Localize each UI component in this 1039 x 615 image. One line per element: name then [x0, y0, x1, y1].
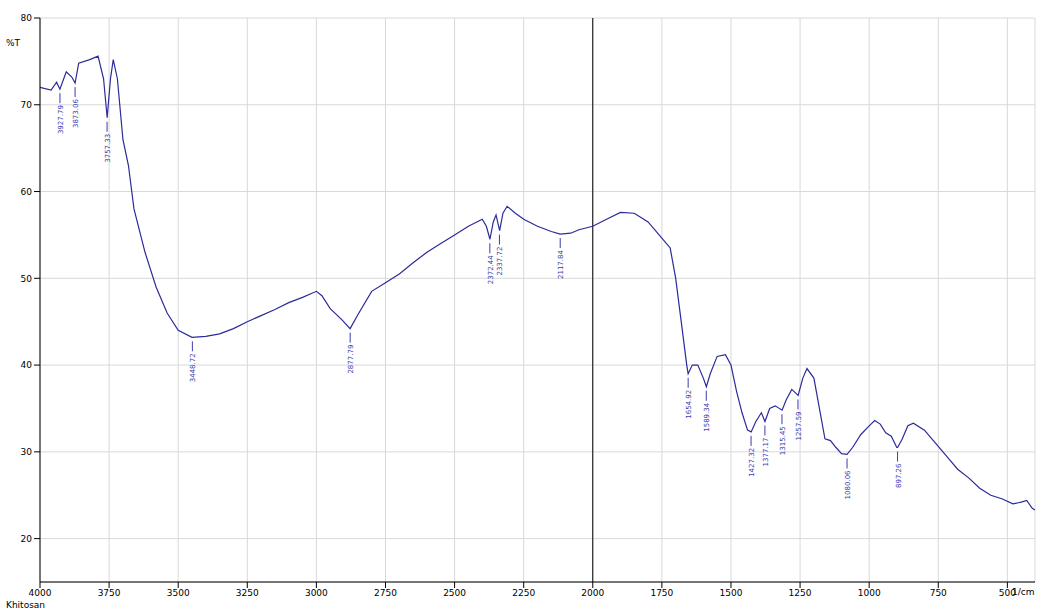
svg-text:40: 40: [21, 360, 33, 370]
svg-text:1750: 1750: [650, 588, 673, 598]
svg-text:2877.79: 2877.79: [347, 345, 355, 374]
svg-text:50: 50: [21, 274, 33, 284]
html-text:Khitosan: Khitosan: [6, 600, 46, 610]
svg-text:1377.17: 1377.17: [762, 437, 770, 466]
svg-text:1000: 1000: [858, 588, 881, 598]
svg-text:2000: 2000: [581, 588, 604, 598]
svg-text:500: 500: [998, 588, 1016, 599]
svg-text:3873.06: 3873.06: [72, 99, 80, 128]
svg-text:3757.33: 3757.33: [104, 134, 112, 163]
svg-text:2750: 2750: [374, 588, 397, 598]
svg-text:1257.59: 1257.59: [795, 411, 803, 440]
svg-text:30: 30: [21, 447, 33, 457]
svg-text:20: 20: [21, 534, 33, 544]
svg-text:60: 60: [21, 187, 33, 197]
svg-text:897.26: 897.26: [895, 463, 903, 488]
svg-text:3000: 3000: [305, 588, 328, 598]
svg-text:2250: 2250: [512, 588, 535, 598]
svg-text:2372.44: 2372.44: [487, 255, 495, 284]
svg-text:1654.92: 1654.92: [685, 390, 693, 419]
svg-text:1427.32: 1427.32: [748, 448, 756, 477]
svg-text:750: 750: [930, 588, 947, 598]
svg-text:4000: 4000: [29, 588, 52, 598]
svg-text:1589.34: 1589.34: [703, 402, 711, 431]
svg-text:1315.45: 1315.45: [779, 426, 787, 455]
svg-text:3250: 3250: [236, 588, 259, 598]
svg-text:3448.72: 3448.72: [189, 353, 197, 382]
svg-text:1250: 1250: [789, 588, 812, 598]
html-text:1/cm: 1/cm: [1012, 587, 1035, 597]
svg-text:2117.84: 2117.84: [557, 250, 565, 279]
svg-text:3500: 3500: [167, 588, 190, 598]
svg-text:80: 80: [21, 13, 33, 23]
svg-text:1500: 1500: [720, 588, 743, 598]
svg-text:1080.06: 1080.06: [844, 470, 852, 499]
svg-text:3750: 3750: [98, 588, 121, 598]
svg-text:70: 70: [21, 100, 33, 110]
html-text:%T: %T: [6, 38, 21, 48]
svg-text:3927.79: 3927.79: [57, 105, 65, 134]
svg-text:2500: 2500: [443, 588, 466, 598]
svg-text:2337.72: 2337.72: [496, 247, 504, 276]
